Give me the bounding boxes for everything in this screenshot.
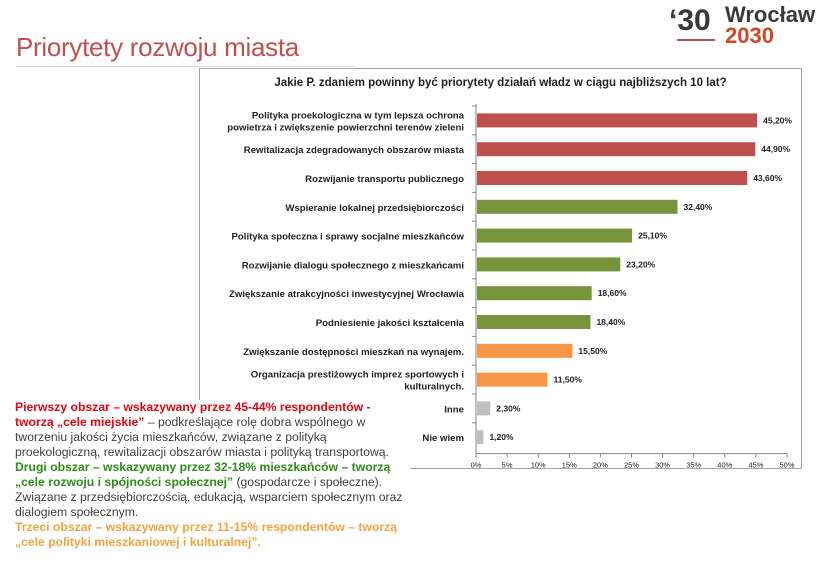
data-label: 43,60%	[753, 173, 782, 183]
data-label: 18,60%	[598, 288, 627, 298]
logo-underline	[677, 39, 715, 41]
description-area-1: Pierwszy obszar – wskazywany przez 45-44…	[15, 400, 406, 460]
area-1-heading: Pierwszy obszar – wskazywany przez 45-44…	[15, 400, 371, 429]
data-label: 25,10%	[638, 231, 667, 241]
bar	[477, 401, 491, 416]
area-3-heading: Trzeci obszar – wskazywany przez 11-15% …	[15, 520, 398, 549]
data-label: 1,20%	[489, 432, 514, 442]
data-label: 44,90%	[761, 144, 790, 154]
page-title: Priorytety rozwoju miasta	[16, 32, 299, 62]
title-divider	[16, 66, 356, 67]
data-label: 45,20%	[763, 115, 792, 125]
bar	[477, 171, 748, 185]
description-panel: Pierwszy obszar – wskazywany przez 45-44…	[15, 400, 410, 550]
bar	[477, 343, 573, 358]
bar	[477, 430, 484, 445]
category-label: powietrza i zwiększenie powierzchni tere…	[227, 122, 464, 133]
category-label: Polityka proekologiczna w tym lepsza och…	[252, 110, 465, 121]
x-tick-label: 50%	[779, 461, 794, 470]
category-label: kulturalnych.	[404, 382, 464, 393]
bar	[477, 142, 756, 157]
bar	[477, 228, 633, 243]
category-label: Rozwijanie transportu publicznego	[305, 174, 464, 185]
x-tick-label: 45%	[748, 461, 763, 470]
data-label: 32,40%	[684, 202, 713, 212]
category-label: Organizacja prestiżowych imprez sportowy…	[251, 370, 464, 381]
x-tick-label: 10%	[531, 461, 546, 470]
bar	[477, 372, 548, 387]
data-label: 23,20%	[626, 259, 655, 269]
logo-year: 2030	[725, 23, 774, 48]
data-label: 11,50%	[554, 375, 583, 385]
x-tick-label: 40%	[717, 461, 732, 470]
data-label: 15,50%	[578, 346, 607, 356]
category-label: Rozwijanie dialogu społecznego z mieszka…	[242, 260, 464, 271]
description-area-2: Drugi obszar – wskazywany przez 32-18% m…	[15, 460, 406, 520]
chart-title: Jakie P. zdaniem powinny być priorytety …	[274, 77, 727, 89]
x-tick-label: 5%	[502, 461, 513, 470]
category-label: Polityka społeczna i sprawy socjalne mie…	[232, 232, 465, 243]
x-tick-label: 15%	[562, 461, 577, 470]
category-label: Nie wiem	[422, 433, 464, 444]
data-label: 18,40%	[596, 317, 625, 327]
area-2-heading: Drugi obszar – wskazywany przez 32-18% m…	[15, 460, 391, 489]
x-tick-label: 30%	[655, 461, 670, 470]
bar-chart: 45,20% Polityka proekologiczna w tym leps…	[227, 104, 795, 470]
bar	[477, 199, 678, 214]
category-label: Zwiększanie dostępności mieszkań na wyna…	[243, 347, 464, 358]
data-label: 2,30%	[496, 403, 521, 413]
category-label: Podniesienie jakości kształcenia	[316, 318, 465, 329]
x-tick-label: 0%	[471, 461, 482, 470]
bar	[477, 113, 758, 128]
bar	[477, 257, 621, 272]
bar	[477, 286, 592, 301]
category-label: Wspieranie lokalnej przedsiębiorczości	[285, 203, 464, 214]
description-area-3: Trzeci obszar – wskazywany przez 11-15% …	[15, 520, 406, 550]
area-1-text: – podkreślające rolę dobra wspólnego w t…	[15, 415, 389, 459]
logo-city: Wrocław	[725, 2, 816, 27]
area-2-text: (gospodarcze i społeczne). Związane z pr…	[15, 475, 403, 519]
bar	[477, 315, 591, 329]
wroclaw-2030-logo: ‘30 Wrocław 2030	[669, 4, 819, 48]
x-tick-label: 20%	[593, 461, 608, 470]
category-label: Zwiększanie atrakcyjności inwestycyjnej …	[229, 289, 465, 300]
x-tick-label: 25%	[624, 461, 639, 470]
category-label: Inne	[444, 404, 464, 415]
x-tick-label: 35%	[686, 461, 701, 470]
category-label: Rewitalizacja zdegradowanych obszarów mi…	[244, 145, 465, 156]
logo-quote-mark: ‘30	[669, 4, 711, 37]
